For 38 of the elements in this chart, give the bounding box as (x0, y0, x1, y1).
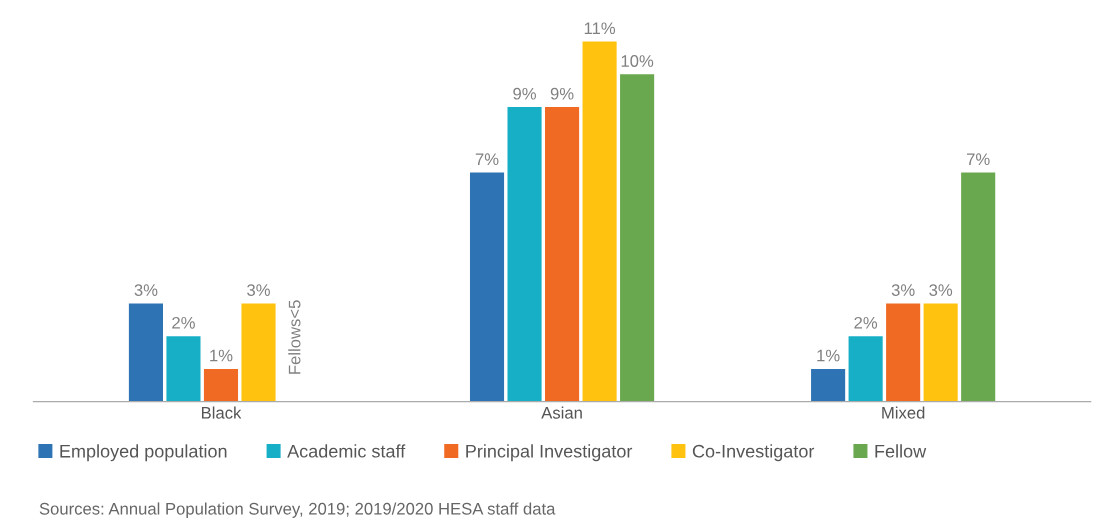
bar (166, 336, 201, 402)
bar (241, 303, 276, 402)
annotation: Fellows<5 (288, 300, 301, 374)
bar (203, 368, 239, 402)
bar (545, 107, 580, 402)
bar (961, 172, 996, 402)
data-label: 2% (854, 316, 878, 329)
data-label: 10% (621, 55, 654, 67)
bar (128, 303, 163, 402)
data-label: 3% (134, 284, 158, 296)
data-label: 3% (891, 284, 915, 296)
legend-label: Academic staff (287, 444, 406, 458)
bar (620, 74, 655, 402)
data-label: 3% (247, 284, 270, 296)
data-label: 7% (475, 153, 499, 166)
source-note: Sources: Annual Population Survey, 2019; 2019/2020 HESA staff data (39, 502, 556, 518)
data-label: 9% (550, 87, 574, 100)
x-tick-label: Mixed (882, 406, 925, 419)
data-label: 9% (513, 87, 536, 100)
bar (923, 303, 958, 402)
legend-label: Employed population (60, 444, 227, 462)
data-label: 1% (210, 349, 233, 362)
data-label: 3% (929, 284, 953, 296)
data-label: 2% (172, 316, 195, 329)
data-label: 7% (966, 153, 990, 166)
x-tick-label: Black (201, 406, 242, 419)
bar (582, 41, 617, 402)
bar (507, 107, 542, 402)
bar (848, 336, 883, 402)
legend-label: Principal Investigator (466, 444, 633, 462)
data-label: 11% (584, 22, 616, 35)
x-tick-label: Asian (541, 406, 582, 419)
legend-label: Fellow (875, 444, 927, 458)
bar (469, 172, 505, 402)
data-label: 1% (817, 349, 840, 362)
legend-label: Co-Investigator (692, 444, 815, 462)
bar (811, 368, 846, 402)
bar (886, 303, 921, 402)
